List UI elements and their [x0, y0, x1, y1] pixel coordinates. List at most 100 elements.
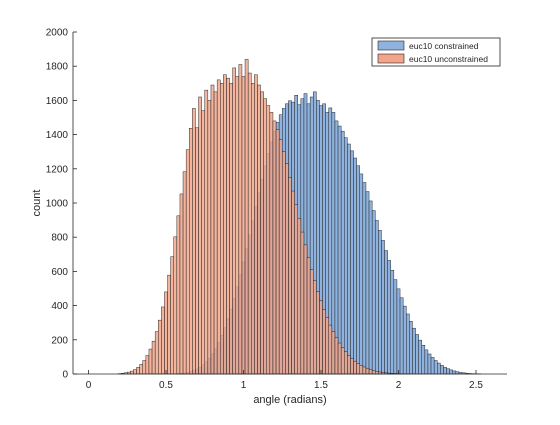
bar-unconstrained [276, 129, 279, 374]
bar-constrained [425, 350, 428, 374]
bar-constrained [443, 367, 446, 374]
bar-constrained [369, 201, 372, 374]
bar-unconstrained [140, 364, 143, 374]
bar-unconstrained [344, 352, 347, 374]
bar-unconstrained [301, 232, 304, 374]
bar-constrained [341, 131, 344, 374]
bar-unconstrained [316, 291, 319, 374]
legend-swatch-constrained [378, 41, 404, 50]
bar-unconstrained [143, 360, 146, 374]
bar-constrained [385, 251, 388, 374]
bar-unconstrained [233, 68, 236, 374]
bar-constrained [335, 121, 338, 374]
y-tick-label: 1600 [46, 96, 69, 107]
bar-unconstrained [319, 301, 322, 374]
bar-constrained [375, 220, 378, 374]
bar-unconstrained [186, 150, 189, 374]
bar-constrained [406, 314, 409, 374]
bar-unconstrained [245, 59, 248, 374]
bar-unconstrained [242, 76, 245, 374]
bar-unconstrained [285, 164, 288, 374]
bar-unconstrained [192, 108, 195, 374]
bar-unconstrained [171, 257, 174, 374]
bar-unconstrained [177, 216, 180, 374]
bar-unconstrained [248, 73, 251, 374]
bar-unconstrained [195, 128, 198, 374]
bar-unconstrained [214, 92, 217, 374]
bar-unconstrained [313, 281, 316, 374]
x-tick-label: 0.5 [159, 380, 173, 391]
bar-constrained [378, 230, 381, 374]
bar-constrained [428, 354, 431, 374]
bar-constrained [344, 138, 347, 374]
bar-constrained [357, 166, 360, 374]
bar-unconstrained [146, 356, 149, 374]
bar-constrained [453, 371, 456, 374]
bar-constrained [354, 158, 357, 374]
bar-constrained [363, 182, 366, 374]
x-tick-label: 0 [86, 380, 92, 391]
bar-constrained [366, 192, 369, 374]
bar-unconstrained [298, 218, 301, 374]
y-tick-label: 2000 [46, 28, 69, 39]
bar-unconstrained [307, 258, 310, 374]
bar-unconstrained [360, 365, 363, 374]
bar-unconstrained [375, 371, 378, 374]
bar-unconstrained [264, 99, 267, 374]
x-tick-label: 2.5 [469, 380, 483, 391]
bar-unconstrained [347, 355, 350, 374]
y-axis-label: count [31, 190, 43, 217]
bar-unconstrained [217, 80, 220, 374]
bar-constrained [437, 363, 440, 374]
bar-unconstrained [161, 307, 164, 374]
legend-swatch-unconstrained [378, 54, 404, 63]
x-tick-label: 2 [396, 380, 402, 391]
bar-unconstrained [189, 128, 192, 374]
bar-unconstrained [208, 100, 211, 374]
bar-unconstrained [366, 368, 369, 374]
y-tick-label: 200 [51, 335, 68, 346]
bar-unconstrained [310, 270, 313, 374]
bar-unconstrained [226, 78, 229, 374]
bar-unconstrained [205, 90, 208, 374]
bar-unconstrained [164, 292, 167, 374]
bar-constrained [397, 289, 400, 374]
bar-unconstrained [137, 367, 140, 374]
bar-unconstrained [292, 191, 295, 374]
bar-unconstrained [180, 194, 183, 374]
bar-constrained [431, 357, 434, 374]
bar-unconstrained [270, 112, 273, 374]
bar-unconstrained [372, 371, 375, 374]
bar-unconstrained [363, 367, 366, 374]
bar-unconstrained [332, 332, 335, 374]
bar-unconstrained [288, 177, 291, 374]
bar-unconstrained [236, 76, 239, 374]
bar-unconstrained [257, 85, 260, 374]
bar-constrained [372, 211, 375, 374]
bar-constrained [403, 306, 406, 374]
y-tick-label: 400 [51, 301, 68, 312]
bar-unconstrained [149, 349, 152, 374]
bar-unconstrained [304, 245, 307, 374]
y-tick-label: 0 [62, 370, 68, 381]
y-tick-label: 800 [51, 233, 68, 244]
bar-unconstrained [282, 152, 285, 374]
bar-constrained [419, 340, 422, 374]
bar-unconstrained [130, 371, 133, 374]
bar-unconstrained [183, 172, 186, 374]
x-axis-label: angle (radians) [253, 394, 326, 406]
bar-constrained [434, 360, 437, 374]
bar-unconstrained [174, 237, 177, 374]
bar-unconstrained [223, 75, 226, 374]
bar-constrained [350, 151, 353, 374]
bar-constrained [400, 298, 403, 374]
bar-unconstrained [279, 140, 282, 374]
bar-unconstrained [211, 85, 214, 374]
bar-constrained [388, 260, 391, 374]
bar-unconstrained [335, 338, 338, 374]
bar-unconstrained [202, 111, 205, 374]
y-tick-label: 1200 [46, 164, 69, 175]
bar-constrained [394, 280, 397, 374]
